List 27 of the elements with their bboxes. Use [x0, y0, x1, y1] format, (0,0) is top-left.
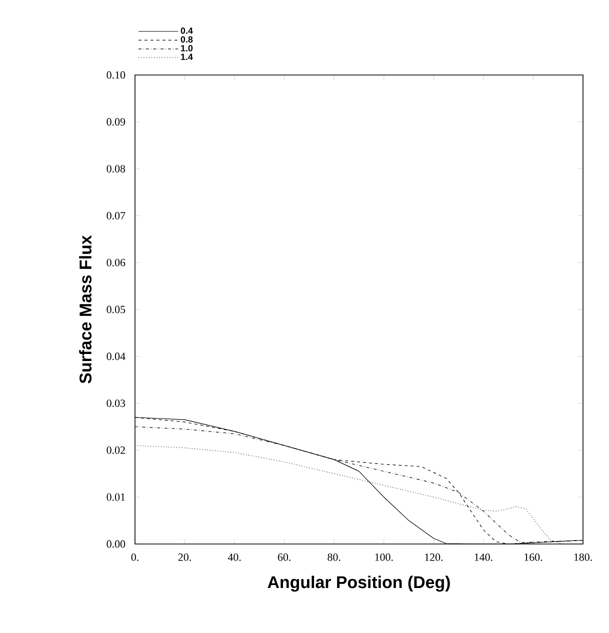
legend-label: 0.4	[180, 28, 193, 34]
x-tick-label: 140.	[474, 554, 492, 561]
x-tick-label: 160.	[524, 554, 542, 561]
x-tick-label: 120.	[425, 554, 443, 561]
y-tick-label: 0.06	[106, 258, 126, 266]
x-axis-title: Angular Position (Deg)	[268, 576, 450, 592]
x-tick-label: 20.	[178, 554, 191, 561]
x-tick-label: 60.	[278, 554, 290, 561]
x-tick-label: 180.	[574, 554, 592, 561]
x-tick-label: 40.	[228, 554, 241, 561]
y-tick-label: 0.09	[106, 118, 126, 126]
legend-label: 0.8	[180, 36, 193, 43]
y-tick-label: 0.04	[106, 352, 126, 360]
y-tick-label: 0.03	[106, 400, 126, 408]
x-tick-label: 0.	[131, 554, 138, 561]
y-tick-label: 0.07	[106, 212, 126, 220]
y-tick-label: 0.10	[106, 71, 126, 79]
legend-label: 1.0	[181, 45, 193, 52]
x-tick-label: 100.	[375, 554, 393, 561]
y-tick-label: 0.05	[106, 306, 126, 314]
y-tick-label: 0.00	[106, 540, 126, 548]
y-axis-title: Surface Mass Flux	[79, 235, 92, 384]
y-tick-label: 0.01	[106, 493, 125, 501]
legend-label: 1.4	[181, 54, 193, 60]
y-tick-label: 0.08	[106, 165, 126, 173]
y-tick-label: 0.02	[106, 446, 125, 454]
x-tick-label: 80.	[328, 554, 340, 561]
